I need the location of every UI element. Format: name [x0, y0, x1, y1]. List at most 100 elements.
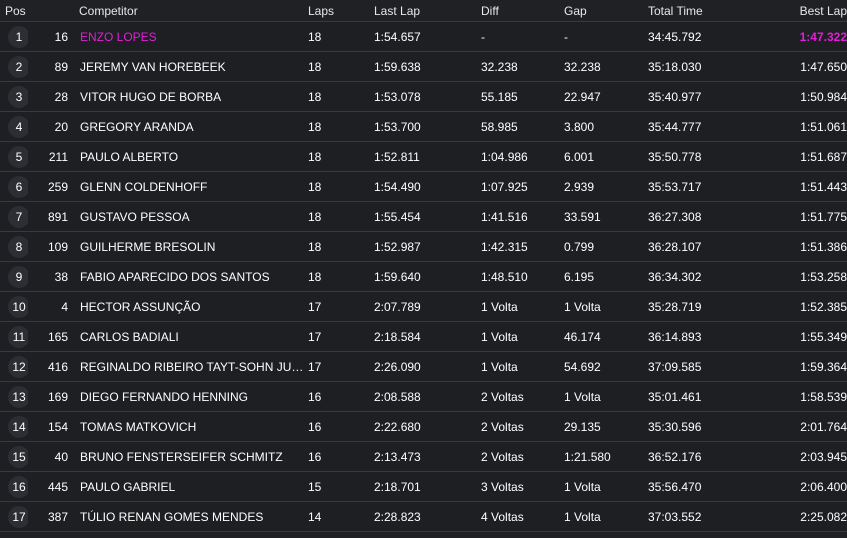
gap-value: 46.174 — [564, 329, 601, 344]
table-row[interactable]: 7 891 GUSTAVO PESSOA 18 1:55.454 1:41.516 33.5… — [0, 202, 847, 232]
last-lap-value: 1:59.638 — [374, 59, 421, 74]
table-row[interactable]: 3 28 VITOR HUGO DE BORBA 18 1:53.078 55.185 22… — [0, 82, 847, 112]
gap-value: 3.800 — [564, 119, 595, 134]
position-cell: 11 — [0, 325, 28, 348]
last-lap-value: 2:18.701 — [374, 479, 421, 494]
last-lap-value: 1:55.454 — [374, 209, 421, 224]
position-cell: 2 — [0, 55, 28, 78]
table-row[interactable]: 16 445 PAULO GABRIEL 15 2:18.701 3 Voltas 1 Vo… — [0, 472, 847, 502]
total-time-value: 36:27.308 — [648, 209, 702, 224]
position-cell: 6 — [0, 175, 28, 198]
gap-value: 32.238 — [564, 59, 601, 74]
diff-value: 1 Volta — [481, 329, 518, 344]
table-row[interactable]: 11 165 CARLOS BADIALI 17 2:18.584 1 Volta 46.1… — [0, 322, 847, 352]
total-time-value: 37:09.585 — [648, 359, 702, 374]
last-lap-value: 1:54.490 — [374, 179, 421, 194]
gap-value: 6.001 — [564, 149, 595, 164]
total-time-value: 36:28.107 — [648, 239, 702, 254]
last-lap-value: 2:08.588 — [374, 389, 421, 404]
laps-value: 17 — [308, 329, 322, 344]
laps-value: 17 — [308, 299, 322, 314]
competitor-number: 416 — [47, 359, 68, 374]
gap-value: 1 Volta — [564, 299, 601, 314]
table-row[interactable]: 12 416 REGINALDO RIBEIRO TAYT-SOHN JUNIOR 1… — [0, 352, 847, 382]
position-cell: 13 — [0, 385, 28, 408]
total-time-value: 35:44.777 — [648, 119, 702, 134]
laps-value: 18 — [308, 239, 322, 254]
competitor-number: 211 — [48, 149, 68, 164]
position-badge: 14 — [8, 415, 28, 438]
table-row[interactable]: 2 89 JEREMY VAN HOREBEEK 18 1:59.638 32.238 32… — [0, 52, 847, 82]
gap-value: 33.591 — [564, 209, 601, 224]
competitor-number: 154 — [47, 419, 68, 434]
position-badge: 9 — [8, 265, 28, 288]
diff-value: 3 Voltas — [481, 479, 524, 494]
table-row[interactable]: 15 40 BRUNO FENSTERSEIFER SCHMITZ 16 2:13.47… — [0, 442, 847, 472]
position-cell: 7 — [0, 205, 28, 228]
competitor-number: 891 — [47, 209, 68, 224]
table-row[interactable]: 5 211 PAULO ALBERTO 18 1:52.811 1:04.986 6.001… — [0, 142, 847, 172]
table-row[interactable]: 4 20 GREGORY ARANDA 18 1:53.700 58.985 3.800 35… — [0, 112, 847, 142]
competitor-name: CARLOS BADIALI — [80, 329, 179, 344]
gap-value: 6.195 — [564, 269, 595, 284]
last-lap-value: 2:22.680 — [374, 419, 421, 434]
table-row[interactable]: 6 259 GLENN COLDENHOFF 18 1:54.490 1:07.925 2.… — [0, 172, 847, 202]
last-lap-value: 1:54.657 — [374, 29, 421, 44]
diff-value: 55.185 — [481, 89, 518, 104]
gap-value: 29.135 — [564, 419, 601, 434]
laps-value: 18 — [308, 179, 322, 194]
competitor-number: 387 — [47, 509, 68, 524]
competitor-number: 259 — [47, 179, 68, 194]
position-cell: 3 — [0, 85, 28, 108]
table-header: Pos Competitor Laps Last Lap Diff Gap To… — [0, 0, 847, 22]
table-row[interactable]: 17 387 TÚLIO RENAN GOMES MENDES 14 2:28.823 4… — [0, 502, 847, 532]
position-cell: 10 — [0, 295, 28, 318]
table-row[interactable]: 14 154 TOMAS MATKOVICH 16 2:22.680 2 Voltas 29… — [0, 412, 847, 442]
table-row[interactable]: 9 38 FABIO APARECIDO DOS SANTOS 18 1:59.640 1… — [0, 262, 847, 292]
diff-value: 32.238 — [481, 59, 518, 74]
competitor-name: BRUNO FENSTERSEIFER SCHMITZ — [80, 449, 283, 464]
diff-value: 2 Voltas — [481, 389, 524, 404]
best-lap-value: 1:59.364 — [800, 359, 847, 374]
table-row[interactable]: 1 16 ENZO LOPES 18 1:54.657 - - 34:45.792 1:47.3… — [0, 22, 847, 52]
total-time-value: 35:18.030 — [648, 59, 702, 74]
total-time-value: 37:03.552 — [648, 509, 702, 524]
total-time-value: 35:53.717 — [648, 179, 702, 194]
position-badge: 10 — [8, 295, 28, 318]
laps-value: 18 — [308, 149, 322, 164]
laps-value: 18 — [308, 209, 322, 224]
position-badge: 4 — [8, 115, 28, 138]
last-lap-value: 1:52.811 — [374, 149, 420, 164]
gap-value: 1:21.580 — [564, 449, 611, 464]
best-lap-value: 2:03.945 — [800, 449, 847, 464]
total-time-value: 35:28.719 — [648, 299, 702, 314]
laps-value: 17 — [308, 359, 322, 374]
table-row[interactable]: 13 169 DIEGO FERNANDO HENNING 16 2:08.588 2 V… — [0, 382, 847, 412]
diff-value: 1:07.925 — [481, 179, 528, 194]
table-row[interactable]: 10 4 HECTOR ASSUNÇÃO 17 2:07.789 1 Volta 1 Vol… — [0, 292, 847, 322]
competitor-number: 16 — [54, 29, 68, 44]
position-badge: 1 — [8, 25, 28, 48]
diff-value: 1:42.315 — [481, 239, 528, 254]
best-lap-value: 2:25.082 — [800, 509, 847, 524]
competitor-name: FABIO APARECIDO DOS SANTOS — [80, 269, 270, 284]
position-cell: 16 — [0, 475, 28, 498]
last-lap-value: 1:53.078 — [374, 89, 421, 104]
competitor-number: 28 — [54, 89, 68, 104]
position-cell: 4 — [0, 115, 28, 138]
best-lap-value: 1:51.775 — [800, 209, 847, 224]
last-lap-value: 2:26.090 — [374, 359, 421, 374]
position-cell: 1 — [0, 25, 28, 48]
diff-value: 2 Voltas — [481, 449, 524, 464]
total-time-value: 35:56.470 — [648, 479, 702, 494]
total-time-value: 35:30.596 — [648, 419, 702, 434]
header-laps: Laps — [308, 3, 335, 18]
best-lap-value: 1:47.322 — [799, 29, 847, 44]
competitor-number: 169 — [47, 389, 68, 404]
laps-value: 18 — [308, 269, 322, 284]
position-badge: 3 — [8, 85, 28, 108]
position-cell: 15 — [0, 445, 28, 468]
table-row[interactable]: 8 109 GUILHERME BRESOLIN 18 1:52.987 1:42.315… — [0, 232, 847, 262]
gap-value: 1 Volta — [564, 389, 601, 404]
total-time-value: 35:40.977 — [648, 89, 702, 104]
